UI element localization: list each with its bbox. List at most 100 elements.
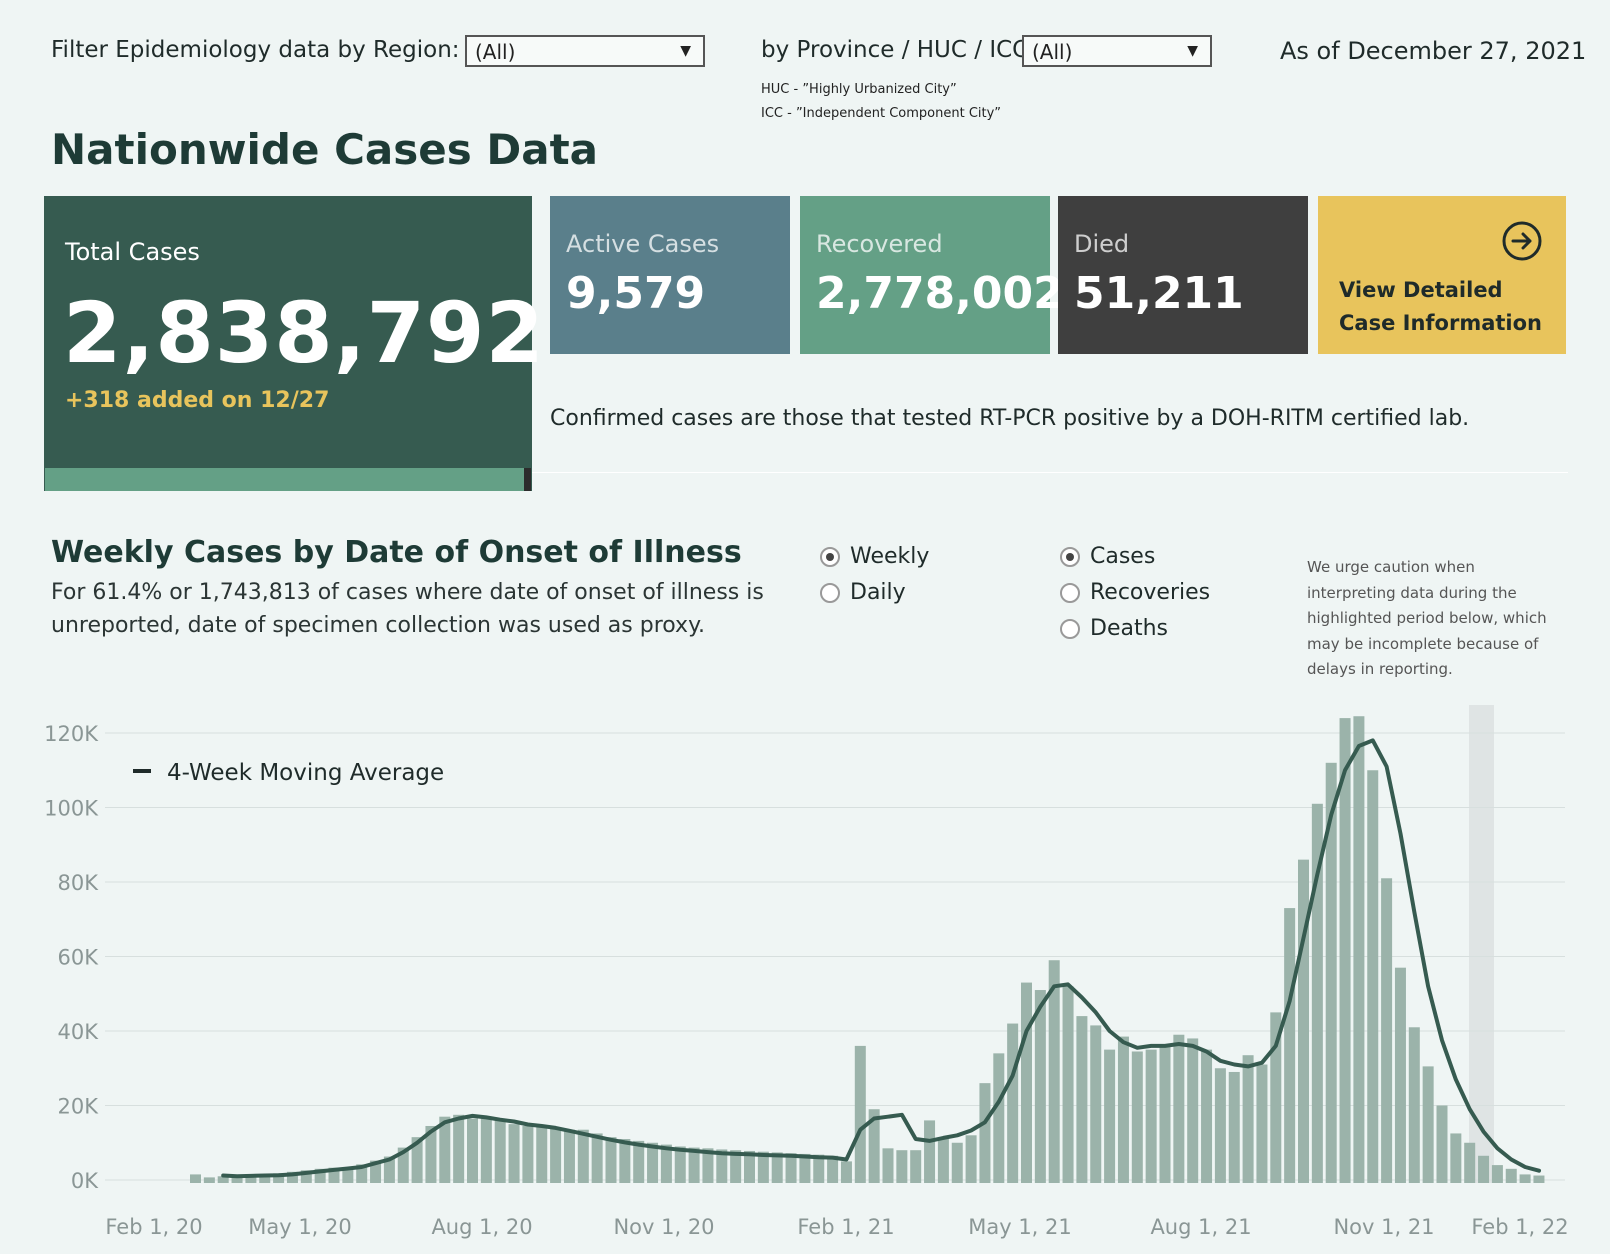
bar (591, 1133, 603, 1183)
legend-swatch (133, 769, 151, 773)
bar (1408, 1027, 1420, 1183)
active-cases-label: Active Cases (566, 230, 720, 258)
bar (1201, 1049, 1213, 1183)
weekly-section-title: Weekly Cases by Date of Onset of Illness (51, 535, 742, 570)
bar (619, 1139, 631, 1183)
y-tick-label: 100K (44, 797, 99, 821)
bar (203, 1177, 215, 1183)
bar (563, 1129, 575, 1183)
view-detailed-line2: Case Information (1339, 311, 1542, 335)
bar (924, 1120, 936, 1183)
total-cases-value: 2,838,792 (63, 284, 545, 382)
bar (1034, 990, 1046, 1183)
bar (868, 1109, 880, 1183)
radio-unselected-icon (820, 582, 840, 603)
x-tick-label: Nov 1, 21 (1333, 1215, 1434, 1239)
bar (1422, 1066, 1434, 1183)
bar (799, 1153, 811, 1183)
bar (1214, 1068, 1226, 1183)
province-dropdown[interactable]: (All) ▼ (1022, 35, 1212, 67)
bar (979, 1083, 991, 1183)
recovered-value: 2,778,002 (816, 268, 1064, 319)
bar (1381, 878, 1393, 1183)
arrow-circle-right-icon (1502, 221, 1542, 261)
bar (480, 1116, 492, 1183)
moving-average-line (221, 738, 1541, 1179)
x-tick-label: Nov 1, 20 (613, 1215, 714, 1239)
radio-weekly[interactable]: Weekly (820, 544, 929, 569)
bar (688, 1147, 700, 1183)
bar (370, 1160, 382, 1183)
radio-daily-label: Daily (850, 580, 906, 605)
radio-recoveries-label: Recoveries (1090, 580, 1211, 605)
icc-note: ICC - ”Independent Component City” (761, 106, 1002, 121)
bar (1394, 967, 1406, 1183)
y-tick-label: 40K (58, 1020, 100, 1044)
bar (951, 1142, 963, 1183)
caution-line: We urge caution when (1307, 558, 1475, 576)
radio-deaths[interactable]: Deaths (1060, 616, 1168, 641)
caution-line: may be incomplete because of (1307, 634, 1539, 653)
weekly-subtitle-line1: For 61.4% or 1,743,813 of cases where da… (51, 580, 764, 605)
radio-recoveries[interactable]: Recoveries (1060, 580, 1210, 605)
active-cases-value: 9,579 (566, 268, 706, 319)
divider (532, 472, 1568, 473)
caret-down-icon: ▼ (1187, 43, 1198, 59)
bar (993, 1053, 1005, 1183)
radio-cases[interactable]: Cases (1060, 544, 1155, 569)
weekly-subtitle-line2: unreported, date of specimen collection … (51, 613, 705, 638)
bar (1284, 908, 1296, 1183)
bar (1353, 716, 1365, 1183)
bar (854, 1045, 866, 1183)
bar (840, 1161, 852, 1183)
bar (1339, 718, 1351, 1183)
bar (1187, 1038, 1199, 1183)
bar (273, 1173, 285, 1183)
radio-unselected-icon (1060, 582, 1080, 603)
bar (910, 1150, 922, 1183)
radio-selected-icon (1060, 546, 1080, 567)
x-tick-label: Feb 1, 20 (105, 1215, 202, 1239)
bar (771, 1152, 783, 1183)
caution-line: highlighted period below, which (1307, 609, 1547, 627)
bar (1367, 770, 1379, 1183)
bar (1173, 1034, 1185, 1183)
bar (1450, 1133, 1462, 1183)
bar (1159, 1044, 1171, 1183)
region-dropdown[interactable]: (All) ▼ (465, 35, 705, 67)
bar (757, 1151, 769, 1183)
province-dropdown-value: (All) (1032, 40, 1073, 64)
bar (785, 1153, 797, 1183)
bar (411, 1137, 423, 1183)
bar (1228, 1071, 1240, 1183)
total-cases-label: Total Cases (65, 238, 200, 266)
bar (813, 1154, 825, 1183)
bar (1021, 982, 1032, 1183)
active-cases-card: Active Cases 9,579 (550, 196, 790, 354)
bar (522, 1125, 534, 1183)
x-tick-label: May 1, 20 (248, 1215, 352, 1239)
radio-daily[interactable]: Daily (820, 580, 906, 605)
x-tick-label: Aug 1, 21 (1150, 1215, 1251, 1239)
huc-note: HUC - ”Highly Urbanized City” (761, 82, 957, 97)
bar (1145, 1049, 1157, 1183)
bar (467, 1118, 478, 1183)
y-tick-label: 120K (44, 722, 99, 746)
cases-added-text: +318 added on 12/27 (65, 388, 330, 413)
bar (231, 1175, 243, 1183)
bar (605, 1137, 617, 1183)
bar (190, 1174, 201, 1183)
bar (674, 1146, 686, 1183)
x-tick-label: Feb 1, 21 (797, 1215, 894, 1239)
died-card: Died 51,211 (1058, 196, 1308, 354)
view-detailed-case-button[interactable]: View Detailed Case Information (1318, 196, 1566, 354)
bar (1298, 859, 1309, 1183)
bar (245, 1175, 257, 1183)
bar (1131, 1051, 1143, 1183)
bar (716, 1149, 728, 1183)
bar (217, 1176, 229, 1183)
bar (1436, 1105, 1448, 1183)
bar (1505, 1168, 1517, 1183)
legend-label: 4-Week Moving Average (167, 760, 444, 786)
total-cases-card: Total Cases 2,838,792 +318 added on 12/2… (44, 196, 544, 491)
